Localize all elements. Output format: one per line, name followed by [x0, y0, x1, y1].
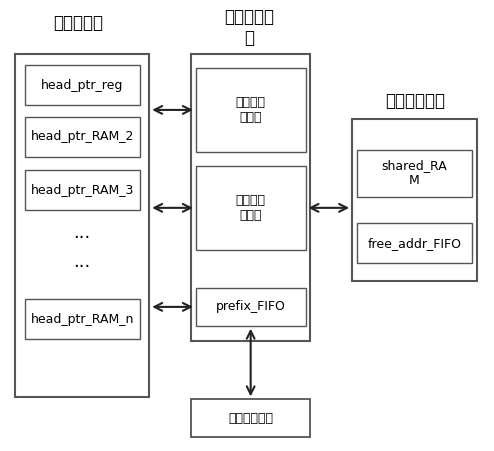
Bar	[25, 170, 139, 210]
Text: head_ptr_RAM_2: head_ptr_RAM_2	[31, 130, 134, 143]
Text: 删除操作
子模块: 删除操作 子模块	[236, 194, 266, 222]
Text: 头指针模块: 头指针模块	[53, 14, 103, 32]
Text: shared_RA
M: shared_RA M	[381, 159, 447, 187]
Text: head_ptr_RAM_3: head_ptr_RAM_3	[31, 184, 134, 197]
Bar	[191, 399, 311, 437]
Bar	[196, 166, 306, 250]
Text: ...: ...	[74, 225, 91, 243]
Text: ...: ...	[74, 253, 91, 272]
Bar	[191, 54, 311, 341]
Bar	[196, 68, 306, 152]
Text: head_ptr_RAM_n: head_ptr_RAM_n	[31, 313, 134, 326]
Bar	[357, 150, 472, 197]
Text: head_ptr_reg: head_ptr_reg	[41, 79, 124, 92]
Text: 结构转换模块: 结构转换模块	[228, 412, 273, 425]
Bar	[25, 65, 139, 106]
Text: prefix_FIFO: prefix_FIFO	[216, 300, 286, 313]
Text: 插入操作
子模块: 插入操作 子模块	[236, 96, 266, 124]
Bar	[25, 117, 139, 156]
Bar	[15, 54, 149, 397]
Text: 链表管理模
块: 链表管理模 块	[224, 8, 275, 47]
Bar	[357, 223, 472, 263]
Bar	[25, 299, 139, 339]
Text: 共享存储模块: 共享存储模块	[385, 92, 446, 110]
Text: free_addr_FIFO: free_addr_FIFO	[368, 237, 461, 250]
Bar	[352, 119, 477, 281]
Bar	[196, 288, 306, 326]
